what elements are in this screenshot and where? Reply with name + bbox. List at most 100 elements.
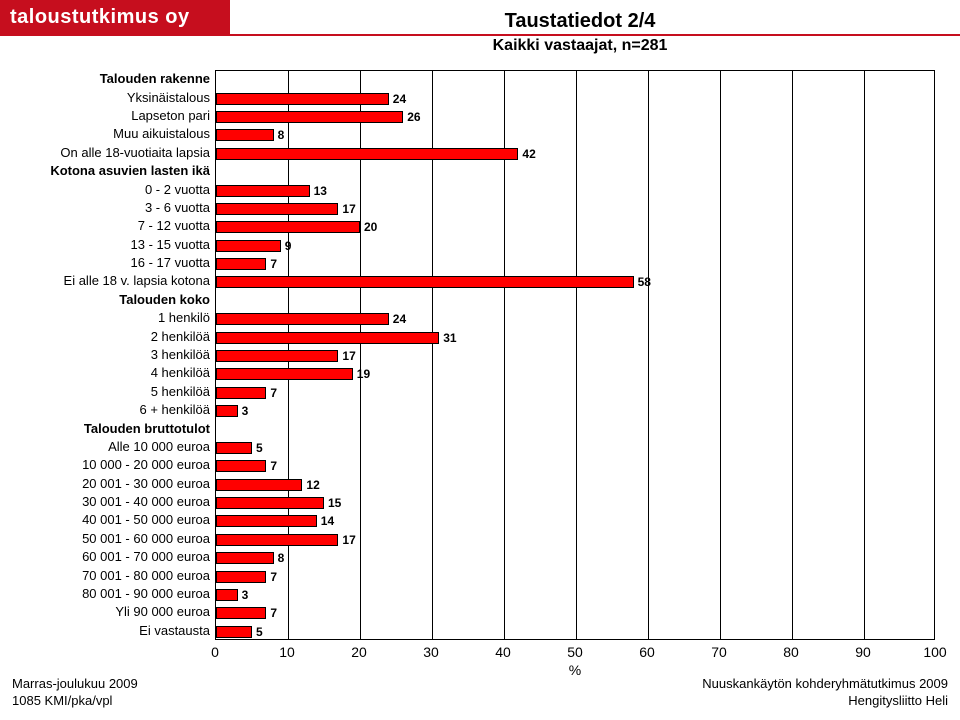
- chart-title-block: Taustatiedot 2/4 Kaikki vastaajat, n=281: [300, 10, 860, 55]
- chart-bar: [216, 552, 274, 564]
- chart-category-label: 50 001 - 60 000 euroa: [0, 532, 210, 545]
- chart-category-label: Muu aikuistalous: [0, 127, 210, 140]
- chart-category-label: 1 henkilö: [0, 311, 210, 324]
- chart-category-label: 30 001 - 40 000 euroa: [0, 495, 210, 508]
- chart-bar-value: 20: [364, 221, 377, 233]
- chart-bar-value: 15: [328, 497, 341, 509]
- chart-bar: [216, 571, 266, 583]
- chart-bar-value: 42: [522, 148, 535, 160]
- chart-bar-value: 13: [314, 185, 327, 197]
- chart-bar-value: 8: [278, 552, 285, 564]
- chart-bar: [216, 607, 266, 619]
- footer-right-line1: Nuuskankäytön kohderyhmätutkimus 2009: [702, 676, 948, 693]
- footer-right-line2: Hengitysliitto Heli: [702, 693, 948, 710]
- chart-bar-value: 58: [638, 276, 651, 288]
- chart-bar-value: 7: [270, 607, 277, 619]
- chart-bar: [216, 442, 252, 454]
- chart-bar-value: 24: [393, 313, 406, 325]
- chart-category-label: 16 - 17 vuotta: [0, 256, 210, 269]
- chart-category-label: 6 + henkilöä: [0, 403, 210, 416]
- chart-bar: [216, 460, 266, 472]
- chart-category-label: Yksinäistalous: [0, 91, 210, 104]
- chart-xtick-label: 50: [567, 644, 583, 660]
- chart-bar: [216, 240, 281, 252]
- chart-category-label: Lapseton pari: [0, 109, 210, 122]
- chart-bar-value: 7: [270, 460, 277, 472]
- chart-bar: [216, 387, 266, 399]
- chart-category-label: Ei vastausta: [0, 624, 210, 637]
- chart-bar: [216, 479, 302, 491]
- chart-gridline: [648, 71, 649, 639]
- chart-bar: [216, 258, 266, 270]
- chart-bar-value: 7: [270, 387, 277, 399]
- chart-bar-value: 7: [270, 258, 277, 270]
- chart-category-label: Yli 90 000 euroa: [0, 605, 210, 618]
- chart-bar-value: 24: [393, 93, 406, 105]
- chart-xtick-label: 10: [279, 644, 295, 660]
- chart-bar-value: 8: [278, 129, 285, 141]
- chart-xtick-label: 60: [639, 644, 655, 660]
- chart-category-label: 60 001 - 70 000 euroa: [0, 550, 210, 563]
- chart-bar-value: 12: [306, 479, 319, 491]
- chart-bar-value: 26: [407, 111, 420, 123]
- chart-category-label: 3 henkilöä: [0, 348, 210, 361]
- chart-bar: [216, 93, 389, 105]
- chart-bar: [216, 332, 439, 344]
- chart-bar-value: 14: [321, 515, 334, 527]
- chart-gridline: [864, 71, 865, 639]
- chart-xtick-label: 100: [923, 644, 946, 660]
- chart-bar: [216, 534, 338, 546]
- footer-left-line2: 1085 KMI/pka/vpl: [12, 693, 138, 710]
- footer-left: Marras-joulukuu 2009 1085 KMI/pka/vpl: [12, 676, 138, 710]
- chart-gridline: [792, 71, 793, 639]
- chart-bar-value: 31: [443, 332, 456, 344]
- footer-left-line1: Marras-joulukuu 2009: [12, 676, 138, 693]
- chart-xtick-label: 70: [711, 644, 727, 660]
- chart-xtick-label: 0: [211, 644, 219, 660]
- chart-xtick-label: 80: [783, 644, 799, 660]
- chart-subtitle: Kaikki vastaajat, n=281: [300, 37, 860, 55]
- chart-bar: [216, 221, 360, 233]
- chart-category-label: 0 - 2 vuotta: [0, 183, 210, 196]
- chart-category-label: 80 001 - 90 000 euroa: [0, 587, 210, 600]
- chart-bar: [216, 626, 252, 638]
- chart-bar-value: 17: [342, 534, 355, 546]
- chart-category-label: 5 henkilöä: [0, 385, 210, 398]
- chart-bar: [216, 515, 317, 527]
- chart-section-label: Talouden koko: [0, 293, 210, 306]
- chart-section-label: Talouden rakenne: [0, 72, 210, 85]
- chart-category-label: Alle 10 000 euroa: [0, 440, 210, 453]
- chart-bar: [216, 589, 238, 601]
- chart-title: Taustatiedot 2/4: [300, 10, 860, 33]
- chart-bar-value: 7: [270, 571, 277, 583]
- chart-bar-value: 17: [342, 203, 355, 215]
- chart-gridline: [720, 71, 721, 639]
- chart-section-label: Talouden bruttotulot: [0, 422, 210, 435]
- chart-category-label: 4 henkilöä: [0, 366, 210, 379]
- chart-bar-value: 19: [357, 368, 370, 380]
- chart-bar: [216, 497, 324, 509]
- chart-xtick-label: 90: [855, 644, 871, 660]
- chart-category-label: 3 - 6 vuotta: [0, 201, 210, 214]
- chart-section-label: Kotona asuvien lasten ikä: [0, 164, 210, 177]
- chart-bar-value: 17: [342, 350, 355, 362]
- chart-category-label: On alle 18-vuotiaita lapsia: [0, 146, 210, 159]
- chart-bar: [216, 203, 338, 215]
- chart-category-label: 70 001 - 80 000 euroa: [0, 569, 210, 582]
- chart-bar: [216, 350, 338, 362]
- chart-xtick-label: 30: [423, 644, 439, 660]
- chart-ylabels: Talouden rakenne Yksinäistalous Lapseton p…: [0, 70, 210, 640]
- chart-xtick-label: 40: [495, 644, 511, 660]
- chart-category-label: 10 000 - 20 000 euroa: [0, 458, 210, 471]
- chart-category-label: 20 001 - 30 000 euroa: [0, 477, 210, 490]
- chart-xaxis-title: %: [569, 662, 581, 678]
- chart-bar: [216, 148, 518, 160]
- chart-bar: [216, 129, 274, 141]
- chart-bar: [216, 111, 403, 123]
- brand-logo: taloustutkimus oy: [0, 0, 230, 34]
- chart-category-label: 2 henkilöä: [0, 330, 210, 343]
- chart-category-label: 7 - 12 vuotta: [0, 219, 210, 232]
- chart-bar: [216, 368, 353, 380]
- chart-bar: [216, 276, 634, 288]
- chart-bar: [216, 405, 238, 417]
